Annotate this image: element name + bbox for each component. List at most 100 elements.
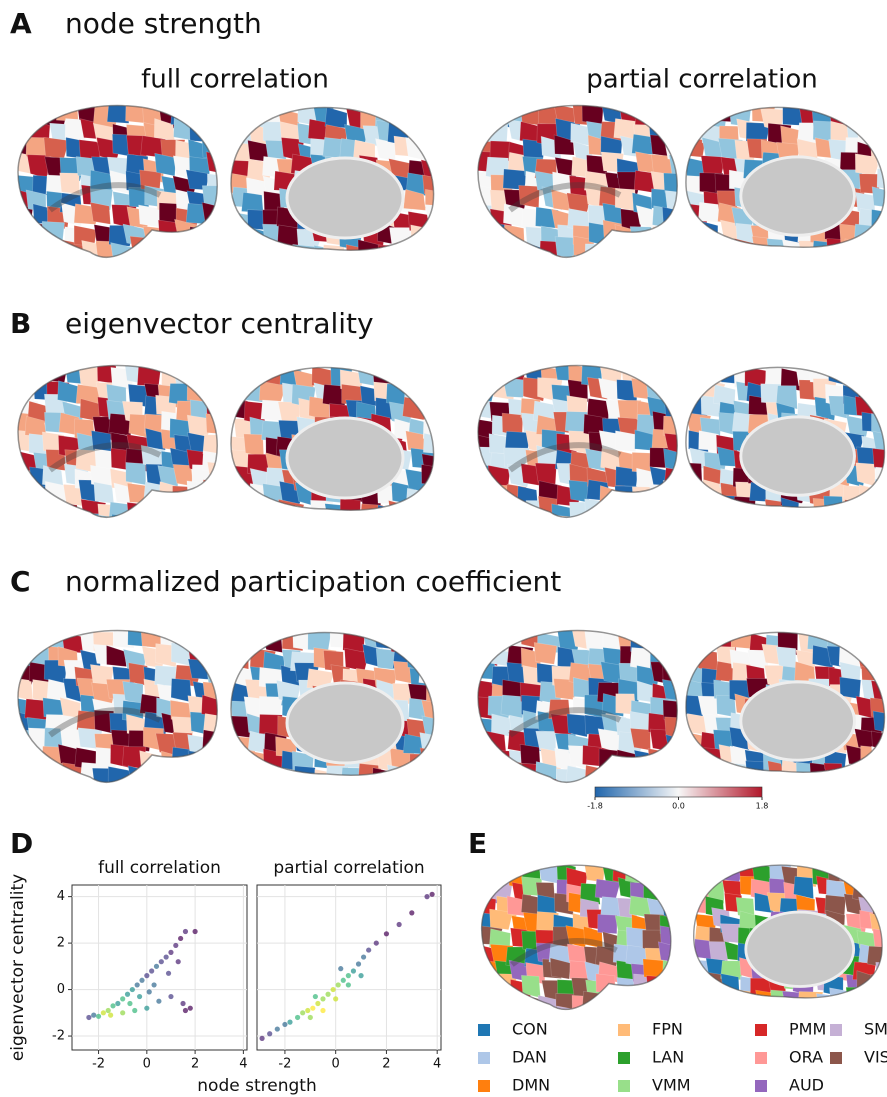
- scatter-point: [108, 1013, 113, 1018]
- scatter-point: [315, 1001, 320, 1006]
- scatter-point: [320, 996, 325, 1001]
- scatter-point: [115, 1001, 120, 1006]
- scatter-point: [147, 989, 152, 994]
- y-tick-label: 2: [57, 936, 65, 951]
- scatter-point: [96, 1014, 101, 1019]
- scatter-point: [295, 1015, 300, 1020]
- colorbar-tick-label: 0.0: [672, 802, 685, 811]
- x-tick-label: 2: [382, 1057, 390, 1072]
- legend-swatch: [755, 1024, 767, 1036]
- legend-label: LAN: [652, 1048, 684, 1067]
- scatter-point: [310, 1006, 315, 1011]
- facet-title: partial correlation: [273, 858, 424, 878]
- scatter-point: [305, 1008, 310, 1013]
- legend-swatch: [618, 1080, 630, 1092]
- legend-label: FPN: [652, 1020, 683, 1039]
- scatter-point: [176, 959, 181, 964]
- brain-view: [228, 363, 467, 543]
- scatter-point: [287, 1020, 292, 1025]
- scatter-point: [366, 947, 371, 952]
- legend-label: DAN: [512, 1048, 547, 1067]
- legend-swatch: [618, 1024, 630, 1036]
- scatter-point: [168, 950, 173, 955]
- scatter-point: [125, 992, 130, 997]
- scatter-point: [338, 966, 343, 971]
- scatter-point: [300, 1010, 305, 1015]
- scatter-point: [188, 1006, 193, 1011]
- scatter-point: [384, 931, 389, 936]
- legend-label: SMN: [864, 1020, 887, 1039]
- colorbar: [595, 787, 762, 797]
- colorbar-tick-label: -1.8: [587, 802, 603, 811]
- brain-view: [227, 102, 466, 285]
- x-tick-label: -2: [92, 1057, 105, 1072]
- brain-view: [689, 861, 887, 1031]
- brain-view: [470, 101, 708, 283]
- y-axis-label: eigenvector centrality: [8, 874, 28, 1061]
- scatter-point: [331, 987, 336, 992]
- scatter-point: [358, 973, 363, 978]
- column-title: full correlation: [141, 65, 329, 95]
- scatter-point: [164, 954, 169, 959]
- brain-view: [471, 361, 707, 544]
- panel-title: node strength: [65, 7, 262, 40]
- x-tick-label: 4: [239, 1057, 247, 1072]
- legend-label: VIS: [864, 1048, 887, 1067]
- scatter-point: [282, 1022, 287, 1027]
- legend-label: VMM: [652, 1076, 691, 1095]
- x-tick-label: -2: [278, 1057, 291, 1072]
- scatter-point: [397, 922, 402, 927]
- legend-label: AUD: [789, 1076, 824, 1095]
- scatter-point: [132, 1008, 137, 1013]
- scatter-point: [308, 1015, 313, 1020]
- legend-swatch: [478, 1052, 490, 1064]
- facet-title: full correlation: [98, 858, 221, 878]
- panel-letter: E: [468, 827, 487, 860]
- legend-label: CON: [512, 1020, 548, 1039]
- scatter-point: [341, 978, 346, 983]
- legend-swatch: [478, 1024, 490, 1036]
- scatter-point: [154, 964, 159, 969]
- scatter-point: [135, 982, 140, 987]
- scatter-point: [91, 1013, 96, 1018]
- scatter-point: [351, 968, 356, 973]
- x-tick-label: 0: [332, 1057, 340, 1072]
- scatter-point: [86, 1015, 91, 1020]
- y-tick-label: 4: [57, 889, 65, 904]
- scatter-point: [151, 982, 156, 987]
- scatter-point: [139, 978, 144, 983]
- scatter-point: [101, 1010, 106, 1015]
- scatter-point: [259, 1036, 264, 1041]
- legend-swatch: [618, 1052, 630, 1064]
- scatter-point: [313, 994, 318, 999]
- scatter-point: [193, 929, 198, 934]
- brain-view: [10, 100, 247, 283]
- x-axis-label: node strength: [197, 1076, 316, 1096]
- scatter-point: [424, 894, 429, 899]
- brain-view: [682, 102, 887, 282]
- brain-view: [470, 625, 711, 808]
- panel-letter: B: [10, 307, 31, 340]
- scatter-point: [356, 961, 361, 966]
- scatter-point: [159, 959, 164, 964]
- scatter-point: [346, 982, 351, 987]
- scatter-point: [374, 940, 379, 945]
- scatter-point: [120, 1010, 125, 1015]
- panel-letter: D: [10, 827, 33, 860]
- scatter-point: [106, 1008, 111, 1013]
- scatter-point: [127, 1001, 132, 1006]
- scatter-point: [325, 992, 330, 997]
- panel-letter: A: [10, 7, 32, 40]
- panel-title: normalized participation coefficient: [65, 565, 561, 598]
- scatter-point: [166, 971, 171, 976]
- scatter-point: [156, 999, 161, 1004]
- legend-swatch: [755, 1052, 767, 1064]
- scatter-point: [173, 943, 178, 948]
- scatter-point: [333, 996, 338, 1001]
- scatter-point: [178, 936, 183, 941]
- scatter-point: [183, 929, 188, 934]
- scatter-point: [137, 994, 142, 999]
- scatter-point: [120, 996, 125, 1001]
- scatter-point: [275, 1026, 280, 1031]
- brain-view: [682, 362, 887, 542]
